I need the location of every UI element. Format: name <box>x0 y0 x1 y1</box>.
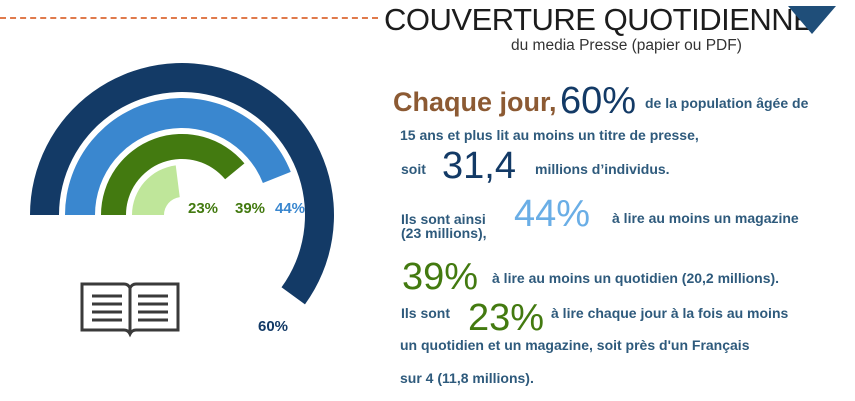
text-line-1: de la population âgée de <box>645 95 809 111</box>
page-title: COUVERTURE QUOTIDIENNE <box>384 2 814 37</box>
text-ils-sont-ainsi: Ils sont ainsi <box>401 211 486 227</box>
ring-label-4: 23% <box>188 200 218 217</box>
ring-bar-3 <box>101 133 245 215</box>
triangle-marker-icon <box>788 6 836 34</box>
ring-bar-1 <box>30 63 334 305</box>
text-ils-sont: Ils sont <box>401 305 451 321</box>
stat-31-4: 31,4 <box>442 145 516 187</box>
text-final-line-1: un quotidien et un magazine, soit près d… <box>400 337 750 353</box>
chaque-jour-heading: Chaque jour, <box>393 87 557 117</box>
ring-label-2: 44% <box>275 200 305 217</box>
text-magazine: à lire au moins un magazine <box>612 210 799 226</box>
ring-label-1: 60% <box>258 318 288 335</box>
header-dashed-line <box>0 17 378 19</box>
text-line-2: 15 ans et plus lit au moins un titre de … <box>400 127 699 143</box>
stat-44-percent: 44% <box>514 193 591 235</box>
ring-label-3: 39% <box>235 200 265 217</box>
text-23-millions: (23 millions), <box>401 225 487 241</box>
stat-60-percent: 60% <box>560 80 637 122</box>
text-soit: soit <box>401 161 426 177</box>
text-millions-individus: millions d’individus. <box>535 161 670 177</box>
stat-39-percent: 39% <box>402 256 479 298</box>
ring-bar-4 <box>132 165 180 215</box>
text-final-line-2: sur 4 (11,8 millions). <box>400 370 534 386</box>
text-quotidien: à lire au moins un quotidien (20,2 milli… <box>492 270 780 286</box>
ring-bar-2 <box>65 98 291 215</box>
open-book-icon <box>80 282 180 338</box>
text-both: à lire chaque jour à la fois au moins <box>551 305 789 321</box>
page-subtitle: du media Presse (papier ou PDF) <box>511 37 742 54</box>
stat-23-percent: 23% <box>468 297 545 339</box>
